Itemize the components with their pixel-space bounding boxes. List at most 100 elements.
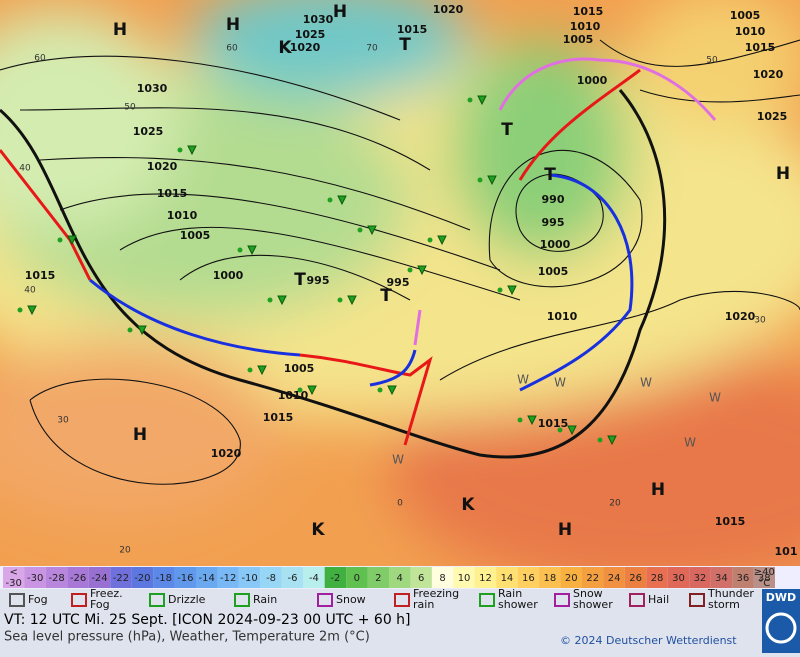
rain-dot [237, 247, 243, 253]
isotherm-label: 70 [366, 44, 378, 54]
scale-label: 6 [418, 573, 424, 584]
isobar-label: 1020 [725, 310, 756, 323]
scale-cell [174, 567, 196, 588]
isotherm-label: 30 [57, 416, 69, 426]
rain-dot [127, 327, 133, 333]
scale-label: 12 [479, 573, 492, 584]
legend-label: Hail [648, 593, 669, 606]
isotherm-label: 20 [609, 499, 621, 509]
scale-low: -30 [6, 578, 22, 589]
shower-symbol [507, 285, 517, 296]
isobar-label: 1000 [577, 74, 608, 87]
isobar-label: 1020 [433, 3, 464, 16]
legend-icon [317, 593, 333, 607]
legend-label: Rain [253, 593, 277, 606]
scale-label: -16 [177, 573, 193, 584]
scale-label: -14 [199, 573, 215, 584]
scale-label: -2 [330, 573, 340, 584]
isotherm-label: 40 [19, 164, 31, 174]
legend-icon [9, 593, 25, 607]
shower-symbol [417, 265, 427, 276]
isobar-label: 1000 [540, 238, 571, 251]
scale-cell [517, 567, 540, 588]
rain-dot [377, 387, 383, 393]
scale-high: ≥40 [754, 567, 775, 578]
legend-icon [479, 593, 495, 607]
scale-label: -22 [113, 573, 129, 584]
scale-label: 2 [375, 573, 381, 584]
scale-cell [753, 567, 775, 588]
scale-cell [131, 567, 154, 588]
scale-label: -30 [27, 573, 43, 584]
shower-symbol [307, 385, 317, 396]
isotherm-label: 30 [754, 316, 766, 326]
scale-cell [732, 567, 754, 588]
shower-symbol [277, 295, 287, 306]
scale-label: 24 [608, 573, 621, 584]
rain-dot [467, 97, 473, 103]
isobar-label: 1015 [397, 23, 428, 36]
isobar-label: 1005 [180, 229, 211, 242]
rain-dot [427, 237, 433, 243]
isobar-label: 1005 [563, 33, 594, 46]
legend-label: Thunder [707, 587, 754, 600]
scale-label: 10 [458, 573, 471, 584]
legend-label: Fog [28, 593, 48, 606]
scale-cell [474, 567, 497, 588]
shower-symbol [347, 295, 357, 306]
isobar-label: 1015 [157, 187, 188, 200]
rain-dot [177, 147, 183, 153]
rain-dot [477, 177, 483, 183]
isobar-label: 1005 [538, 265, 569, 278]
legend-label: shower [573, 598, 613, 611]
scale-cell [539, 567, 561, 588]
scale-label: 32 [694, 573, 707, 584]
logo: DWD [766, 591, 796, 604]
scale-cell [689, 567, 711, 588]
pressure-center: T [294, 270, 306, 290]
scale-label: -10 [241, 573, 257, 584]
scale-cell [603, 567, 625, 588]
isobar-label: 1020 [753, 68, 784, 81]
rain-dot [497, 287, 503, 293]
isobar-label: 1020 [290, 41, 321, 54]
isotherm-label: 60 [34, 54, 46, 64]
shower-symbol [337, 195, 347, 206]
legend-label: rain [413, 598, 434, 611]
legend-label: storm [708, 598, 740, 611]
scale-cell [238, 567, 261, 588]
scale-label: 8 [439, 573, 445, 584]
isotherm-label: 40 [24, 286, 36, 296]
scale-label: 14 [501, 573, 514, 584]
legend-label: Snow [573, 587, 603, 600]
scale-label: 38 [758, 573, 771, 584]
isobar-label: 1025 [133, 125, 164, 138]
shower-symbol [607, 435, 617, 446]
scale-cell [88, 567, 111, 588]
isobar-label: 1015 [25, 269, 56, 282]
scale-label: -26 [70, 573, 86, 584]
scale-cell [496, 567, 518, 588]
isobar-label: 1015 [538, 417, 569, 430]
rain-dot [357, 227, 363, 233]
isobar-label: 1010 [547, 310, 578, 323]
scale-cell [24, 567, 46, 588]
shower-symbol [437, 235, 447, 246]
isotherm-label: 50 [124, 103, 136, 113]
shower-symbol [367, 225, 377, 236]
isotherm-label: 20 [119, 546, 131, 556]
scale-label: -12 [220, 573, 236, 584]
legend-icon [71, 593, 87, 607]
scale-cell [367, 567, 389, 588]
scale-cell [431, 567, 454, 588]
shower-symbol [27, 305, 37, 316]
rain-dot [57, 237, 63, 243]
temperature-scale: <-30 -30 -28 -26 -24 -22 -20 -18 -16 -14 -12 -10 -8-… [3, 567, 775, 589]
scale-cell [346, 567, 368, 588]
isobar-label: 1005 [284, 362, 315, 375]
scale-label: 28 [651, 573, 664, 584]
scale-label: -28 [48, 573, 64, 584]
scale-cell [260, 567, 282, 588]
legend-icon [149, 593, 165, 607]
